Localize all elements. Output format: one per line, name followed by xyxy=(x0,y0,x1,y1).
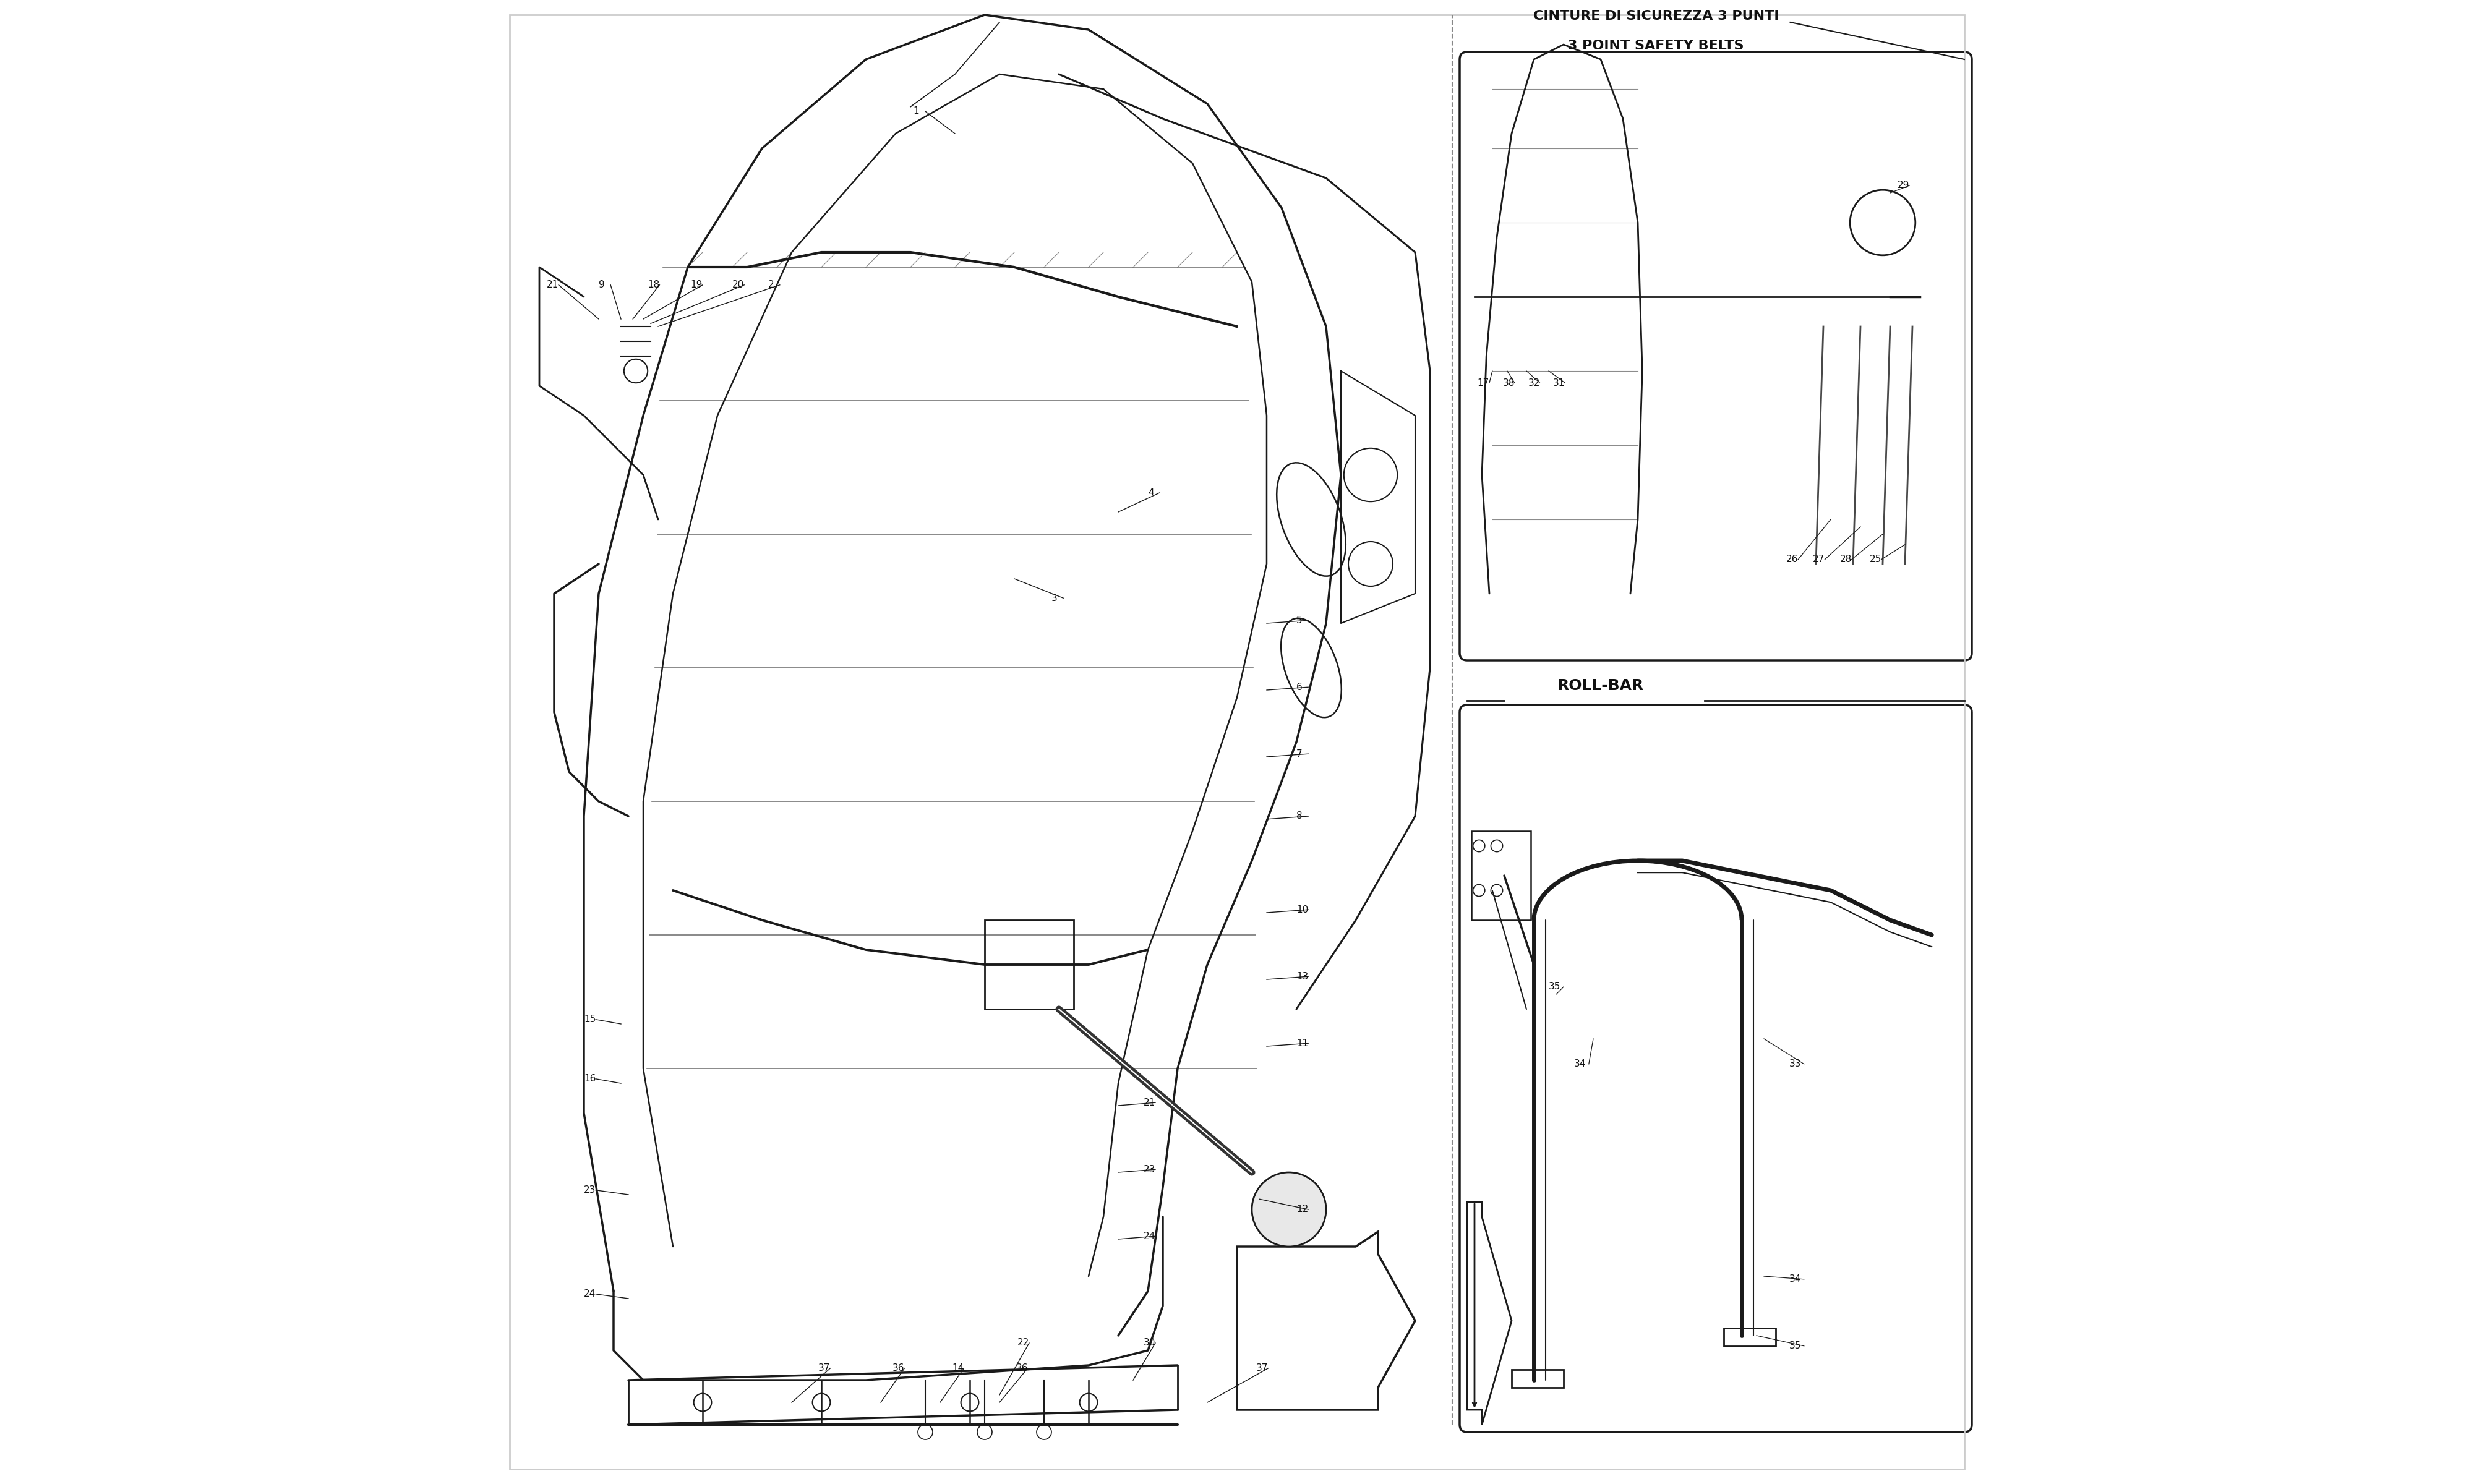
Circle shape xyxy=(1492,884,1502,896)
Text: 34: 34 xyxy=(1789,1275,1801,1284)
Text: 12: 12 xyxy=(1296,1205,1309,1214)
Text: 23: 23 xyxy=(584,1186,596,1195)
Text: 5: 5 xyxy=(1296,616,1301,625)
Text: 35: 35 xyxy=(1549,982,1561,991)
Text: 13: 13 xyxy=(1296,972,1309,981)
Text: 6: 6 xyxy=(1296,683,1301,692)
Text: 36: 36 xyxy=(893,1364,905,1373)
Text: 7: 7 xyxy=(1296,749,1301,758)
Text: 33: 33 xyxy=(1789,1060,1801,1068)
Text: 3: 3 xyxy=(1051,594,1056,603)
Text: 17: 17 xyxy=(1477,378,1489,387)
Text: 36: 36 xyxy=(1017,1364,1027,1373)
Circle shape xyxy=(1492,840,1502,852)
Circle shape xyxy=(1037,1425,1051,1439)
Text: 30: 30 xyxy=(1143,1339,1155,1347)
Circle shape xyxy=(918,1425,933,1439)
Text: 37: 37 xyxy=(819,1364,831,1373)
Text: 10: 10 xyxy=(1296,905,1309,914)
Text: ROLL-BAR: ROLL-BAR xyxy=(1556,678,1645,693)
Text: 18: 18 xyxy=(648,280,661,289)
Text: 3 POINT SAFETY BELTS: 3 POINT SAFETY BELTS xyxy=(1569,40,1744,52)
Text: 1: 1 xyxy=(913,107,920,116)
Text: 4: 4 xyxy=(1148,488,1153,497)
Bar xyxy=(985,920,1074,1009)
Text: 19: 19 xyxy=(690,280,703,289)
Circle shape xyxy=(977,1425,992,1439)
Text: 37: 37 xyxy=(1257,1364,1269,1373)
Text: 38: 38 xyxy=(1502,378,1514,387)
Text: 25: 25 xyxy=(1870,555,1880,564)
Polygon shape xyxy=(1467,1202,1512,1425)
Text: 28: 28 xyxy=(1841,555,1851,564)
Bar xyxy=(1512,1370,1564,1388)
Circle shape xyxy=(960,1393,980,1411)
Text: 31: 31 xyxy=(1554,378,1566,387)
Text: CINTURE DI SICUREZZA 3 PUNTI: CINTURE DI SICUREZZA 3 PUNTI xyxy=(1534,10,1779,22)
Text: 27: 27 xyxy=(1813,555,1826,564)
Polygon shape xyxy=(1237,1232,1415,1410)
Circle shape xyxy=(693,1393,713,1411)
Text: 8: 8 xyxy=(1296,812,1301,821)
Text: 14: 14 xyxy=(952,1364,965,1373)
Text: 34: 34 xyxy=(1573,1060,1586,1068)
Text: 24: 24 xyxy=(1143,1232,1155,1241)
Circle shape xyxy=(1472,884,1484,896)
Text: 23: 23 xyxy=(1143,1165,1155,1174)
Circle shape xyxy=(1252,1172,1326,1247)
Text: 21: 21 xyxy=(547,280,559,289)
Text: 35: 35 xyxy=(1789,1342,1801,1350)
Circle shape xyxy=(811,1393,831,1411)
Text: 22: 22 xyxy=(1017,1339,1029,1347)
Text: 15: 15 xyxy=(584,1015,596,1024)
Text: 11: 11 xyxy=(1296,1039,1309,1048)
Circle shape xyxy=(1472,840,1484,852)
Bar xyxy=(1472,831,1531,920)
Text: 16: 16 xyxy=(584,1074,596,1083)
Text: 26: 26 xyxy=(1786,555,1799,564)
Text: 9: 9 xyxy=(599,280,604,289)
Bar xyxy=(1724,1328,1776,1346)
Text: 20: 20 xyxy=(732,280,745,289)
Text: 32: 32 xyxy=(1529,378,1539,387)
Text: 29: 29 xyxy=(1898,181,1910,190)
Text: 2: 2 xyxy=(767,280,774,289)
Circle shape xyxy=(1079,1393,1098,1411)
Text: 24: 24 xyxy=(584,1290,596,1298)
Text: 21: 21 xyxy=(1143,1098,1155,1107)
